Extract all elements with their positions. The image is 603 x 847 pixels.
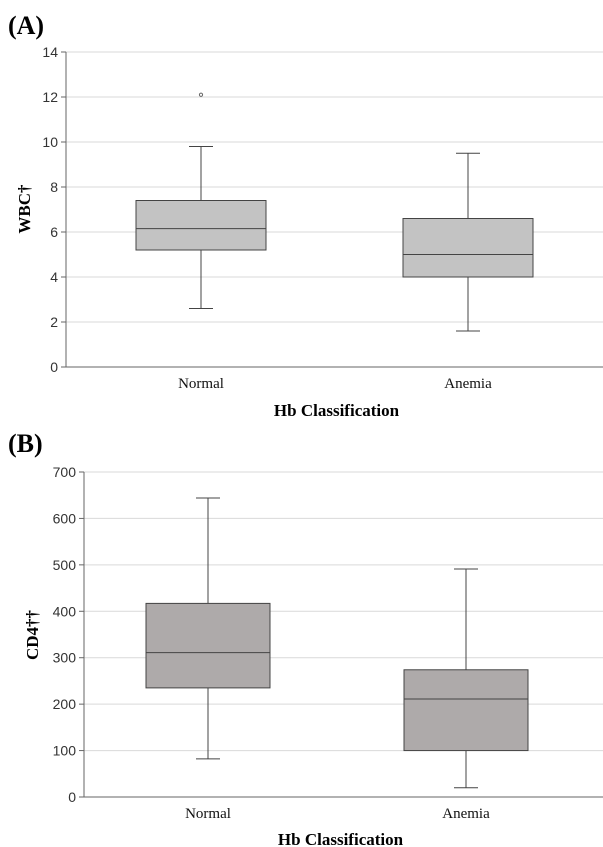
outlier-point bbox=[198, 92, 204, 97]
y-tick-label: 6 bbox=[50, 224, 58, 240]
y-tick-label: 14 bbox=[42, 44, 58, 60]
chart-panel-b: (B) 0 100 200 300 400 500 600 700 Normal Anemia Hb … bbox=[8, 429, 603, 847]
x-category-label: Anemia bbox=[442, 806, 490, 822]
x-category-label: Normal bbox=[178, 376, 224, 392]
chart-panel-a: (A) 0 2 4 6 8 10 12 14 Normal Anemia Hb Classificat… bbox=[8, 11, 603, 420]
y-tick-label: 600 bbox=[53, 510, 77, 526]
box-normal bbox=[145, 497, 271, 760]
y-tick-label: 8 bbox=[50, 179, 58, 195]
y-tick-label: 10 bbox=[42, 134, 58, 150]
x-axis-title: Hb Classification bbox=[278, 830, 404, 847]
y-tick-label: 4 bbox=[50, 269, 58, 285]
iqr-box bbox=[402, 218, 534, 278]
y-axis-title: WBC† bbox=[15, 184, 34, 234]
y-tick-label: 0 bbox=[68, 789, 76, 805]
y-tick-label: 0 bbox=[50, 359, 58, 375]
y-axis-title: CD4†† bbox=[23, 609, 42, 660]
y-tick-label: 300 bbox=[53, 650, 77, 666]
x-category-label: Anemia bbox=[444, 376, 492, 392]
iqr-box bbox=[145, 602, 271, 689]
iqr-box bbox=[135, 200, 267, 251]
y-tick-label: 700 bbox=[53, 464, 77, 480]
panel-label: (B) bbox=[8, 429, 43, 458]
box-anemia bbox=[402, 152, 534, 332]
y-tick-label: 12 bbox=[42, 89, 58, 105]
box-normal bbox=[135, 92, 267, 309]
iqr-box bbox=[403, 669, 529, 752]
y-tick-label: 200 bbox=[53, 696, 77, 712]
y-tick-label: 2 bbox=[50, 314, 58, 330]
y-tick-label: 400 bbox=[53, 603, 77, 619]
y-tick-label: 100 bbox=[53, 743, 77, 759]
box-anemia bbox=[403, 568, 529, 789]
x-category-label: Normal bbox=[185, 806, 231, 822]
y-tick-label: 500 bbox=[53, 557, 77, 573]
x-axis-title: Hb Classification bbox=[274, 401, 400, 420]
panel-label: (A) bbox=[8, 11, 44, 40]
